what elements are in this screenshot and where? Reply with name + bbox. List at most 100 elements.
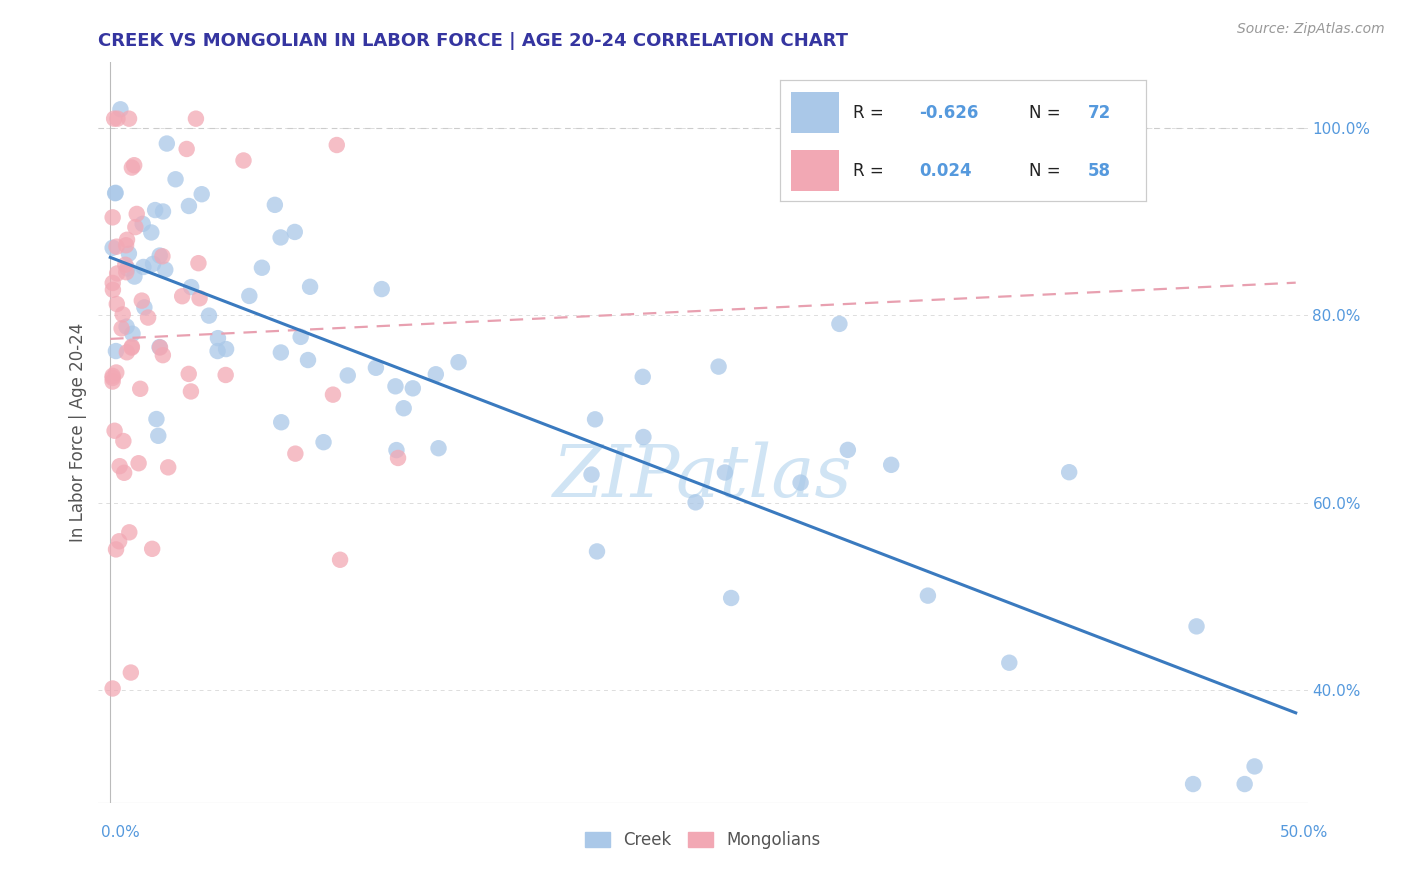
Point bbox=[104, 186, 127, 201]
Point bbox=[101, 681, 124, 696]
Point bbox=[118, 525, 141, 540]
Point bbox=[101, 241, 124, 255]
Point bbox=[387, 450, 409, 465]
Point bbox=[685, 495, 707, 509]
Point bbox=[110, 321, 132, 335]
Text: 50.0%: 50.0% bbox=[1281, 825, 1329, 839]
Point bbox=[124, 269, 146, 284]
Point bbox=[129, 382, 152, 396]
Point bbox=[121, 340, 143, 354]
Point bbox=[198, 309, 221, 323]
Point bbox=[180, 280, 202, 294]
Point bbox=[104, 344, 127, 359]
Point bbox=[115, 238, 138, 252]
Point bbox=[105, 542, 128, 557]
Text: R =: R = bbox=[853, 161, 890, 179]
Point bbox=[101, 211, 124, 225]
Point bbox=[177, 199, 200, 213]
Point bbox=[312, 435, 335, 450]
Point bbox=[215, 342, 238, 356]
Point bbox=[714, 466, 737, 480]
Point bbox=[101, 371, 124, 385]
Point bbox=[105, 366, 128, 380]
Point bbox=[789, 475, 811, 490]
Point bbox=[385, 443, 408, 458]
Point bbox=[124, 220, 146, 235]
Point bbox=[152, 249, 174, 263]
Point bbox=[364, 360, 387, 375]
Point bbox=[165, 172, 187, 186]
Point bbox=[1185, 619, 1208, 633]
Point bbox=[121, 161, 143, 175]
Point bbox=[215, 368, 238, 382]
Point bbox=[336, 368, 359, 383]
Point bbox=[120, 665, 142, 680]
Point bbox=[112, 466, 135, 480]
Point bbox=[121, 341, 143, 355]
Point bbox=[105, 240, 128, 254]
Point bbox=[176, 142, 198, 156]
Text: -0.626: -0.626 bbox=[920, 103, 979, 122]
Point bbox=[384, 379, 406, 393]
Point bbox=[142, 257, 165, 271]
Point bbox=[299, 280, 322, 294]
Text: Source: ZipAtlas.com: Source: ZipAtlas.com bbox=[1237, 22, 1385, 37]
Point bbox=[284, 225, 307, 239]
Point bbox=[427, 441, 450, 455]
Point bbox=[177, 367, 200, 381]
Point bbox=[172, 289, 194, 303]
Point bbox=[125, 207, 148, 221]
Point bbox=[105, 297, 128, 311]
Point bbox=[184, 112, 207, 126]
Point bbox=[828, 317, 851, 331]
Point bbox=[187, 256, 209, 270]
Y-axis label: In Labor Force | Age 20-24: In Labor Force | Age 20-24 bbox=[69, 323, 87, 542]
Point bbox=[326, 138, 349, 153]
Point bbox=[447, 355, 470, 369]
Point bbox=[425, 368, 447, 382]
Point bbox=[155, 262, 177, 277]
Point bbox=[141, 541, 163, 556]
Point bbox=[1057, 465, 1080, 479]
Point bbox=[112, 434, 135, 448]
Text: 0.0%: 0.0% bbox=[101, 825, 141, 839]
Point bbox=[270, 415, 292, 429]
Point bbox=[149, 248, 172, 262]
Text: 0.024: 0.024 bbox=[920, 161, 972, 179]
FancyBboxPatch shape bbox=[792, 92, 839, 133]
Point bbox=[148, 429, 170, 443]
Point bbox=[1233, 777, 1256, 791]
Point bbox=[152, 348, 174, 362]
Point bbox=[917, 589, 939, 603]
Point bbox=[631, 369, 654, 384]
Point bbox=[115, 345, 138, 359]
Point bbox=[583, 412, 606, 426]
Point bbox=[101, 283, 124, 297]
Point bbox=[263, 198, 285, 212]
Text: R =: R = bbox=[853, 103, 890, 122]
Point bbox=[104, 186, 127, 200]
Point bbox=[114, 258, 136, 272]
Point bbox=[149, 341, 172, 355]
Point bbox=[232, 153, 254, 168]
Point bbox=[121, 326, 143, 341]
Point bbox=[284, 447, 307, 461]
Point bbox=[290, 330, 312, 344]
Point bbox=[134, 301, 156, 315]
Point bbox=[190, 187, 212, 202]
Point bbox=[880, 458, 903, 472]
Point bbox=[322, 387, 344, 401]
Point bbox=[581, 467, 603, 482]
Point bbox=[105, 267, 128, 281]
Point bbox=[118, 112, 141, 126]
Point bbox=[238, 289, 260, 303]
Point bbox=[270, 345, 292, 359]
Point bbox=[115, 319, 138, 334]
Point bbox=[392, 401, 415, 416]
Point bbox=[101, 276, 124, 290]
Point bbox=[188, 291, 211, 305]
Point bbox=[250, 260, 273, 275]
Point bbox=[270, 230, 292, 244]
Point bbox=[145, 412, 167, 426]
Point bbox=[108, 459, 131, 474]
